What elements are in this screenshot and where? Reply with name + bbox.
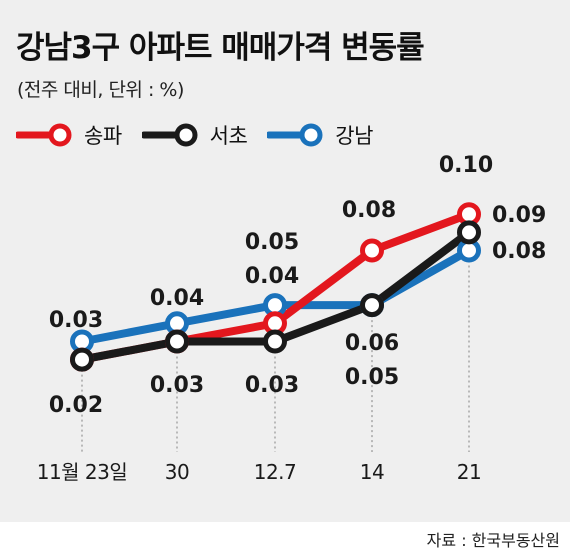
- chart-title: 강남3구 아파트 매매가격 변동률: [16, 30, 425, 66]
- data-label-5: 0.04: [245, 264, 299, 289]
- legend-item-seocho: 서초: [141, 120, 248, 150]
- legend-label-gangnam: 강남: [335, 124, 373, 148]
- data-label-8: 0.06: [345, 331, 399, 356]
- x-tick-label-2: 12.7: [254, 460, 297, 484]
- data-label-12: 0.08: [492, 239, 546, 264]
- legend-label-seocho: 서초: [209, 124, 248, 148]
- x-tick-label-0: 11월 23일: [37, 460, 128, 484]
- point-seocho-0: [70, 347, 94, 372]
- data-label-3: 0.03: [150, 373, 204, 398]
- point-seocho-3: [360, 293, 384, 318]
- legend: 송파 서초 강남: [16, 118, 393, 152]
- legend-item-songpa: 송파: [16, 120, 122, 150]
- point-seocho-1: [165, 329, 189, 354]
- x-tick-label-3: 14: [360, 460, 384, 484]
- x-tick-label-4: 21: [457, 460, 481, 484]
- data-label-6: 0.03: [245, 373, 299, 398]
- data-label-7: 0.08: [342, 198, 396, 223]
- chart-card: 강남3구 아파트 매매가격 변동률 (전주 대비, 단위 : %) 송파 서초 …: [0, 0, 570, 522]
- legend-marker-seocho: [141, 123, 198, 147]
- plot-area: 0.03 0.02 0.04 0.03 0.05 0.04 0.03 0.08 0.06 0.05…: [37, 153, 547, 484]
- point-seocho-2: [263, 329, 287, 354]
- data-label-11: 0.09: [492, 203, 546, 228]
- data-label-2: 0.04: [150, 286, 204, 311]
- data-label-1: 0.02: [49, 393, 103, 418]
- legend-marker-gangnam: [267, 123, 323, 147]
- legend-marker-songpa: [16, 123, 72, 147]
- source-note: 자료 : 한국부동산원: [426, 531, 560, 550]
- chart-subtitle: (전주 대비, 단위 : %): [17, 79, 184, 101]
- data-label-9: 0.05: [345, 365, 399, 390]
- data-label-4: 0.05: [245, 230, 299, 255]
- data-label-0: 0.03: [49, 308, 103, 333]
- point-songpa-3: [360, 238, 384, 263]
- data-label-10: 0.10: [439, 153, 493, 178]
- point-seocho-4: [457, 220, 481, 245]
- x-tick-label-1: 30: [165, 460, 189, 484]
- legend-label-songpa: 송파: [84, 124, 122, 148]
- legend-item-gangnam: 강남: [267, 120, 373, 150]
